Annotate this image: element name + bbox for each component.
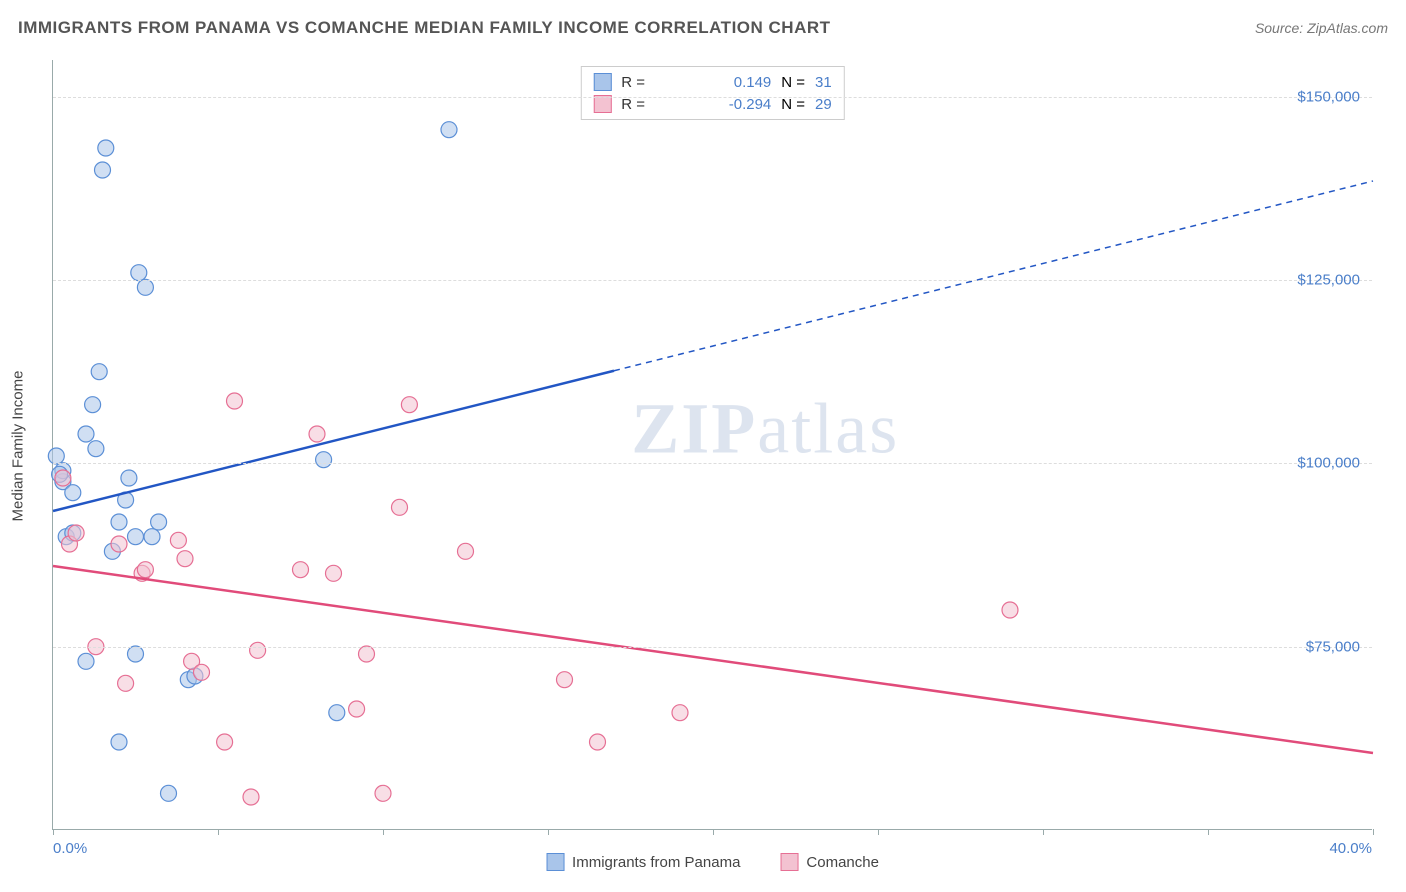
data-point (68, 525, 84, 541)
data-point (329, 705, 345, 721)
x-tick (218, 829, 219, 835)
legend-r-value-0: 0.149 (721, 74, 771, 91)
x-min-label: 0.0% (53, 840, 87, 857)
data-point (672, 705, 688, 721)
legend-n-label-1: N = (781, 96, 805, 113)
legend-swatch-0 (593, 73, 611, 91)
trend-line-dashed (614, 181, 1373, 371)
x-tick (1373, 829, 1374, 835)
legend-r-label-1: R = (621, 96, 711, 113)
data-point (250, 642, 266, 658)
data-point (111, 734, 127, 750)
data-point (55, 470, 71, 486)
data-point (78, 653, 94, 669)
data-point (131, 265, 147, 281)
data-point (161, 785, 177, 801)
x-tick (1208, 829, 1209, 835)
legend-swatch-1 (593, 95, 611, 113)
data-point (137, 562, 153, 578)
data-point (65, 485, 81, 501)
x-tick (713, 829, 714, 835)
data-point (88, 441, 104, 457)
y-tick-label: $75,000 (1306, 638, 1360, 655)
y-tick-label: $125,000 (1297, 272, 1360, 289)
series-legend: Immigrants from Panama Comanche (546, 853, 879, 871)
data-point (128, 529, 144, 545)
x-tick (548, 829, 549, 835)
x-tick (383, 829, 384, 835)
legend-n-label-0: N = (781, 74, 805, 91)
data-point (121, 470, 137, 486)
legend-bottom-swatch-1 (780, 853, 798, 871)
data-point (316, 452, 332, 468)
data-point (590, 734, 606, 750)
legend-n-value-1: 29 (815, 96, 832, 113)
data-point (349, 701, 365, 717)
legend-r-value-1: -0.294 (721, 96, 771, 113)
gridline-h (53, 97, 1372, 98)
data-point (375, 785, 391, 801)
data-point (194, 664, 210, 680)
data-point (441, 122, 457, 138)
legend-bottom-label-0: Immigrants from Panama (572, 854, 740, 871)
y-tick-label: $100,000 (1297, 455, 1360, 472)
legend-bottom-swatch-0 (546, 853, 564, 871)
data-point (170, 532, 186, 548)
gridline-h (53, 463, 1372, 464)
legend-row-series-0: R = 0.149 N = 31 (593, 71, 831, 93)
data-point (557, 672, 573, 688)
data-point (177, 551, 193, 567)
x-max-label: 40.0% (1329, 840, 1372, 857)
gridline-h (53, 280, 1372, 281)
data-point (91, 364, 107, 380)
data-point (326, 565, 342, 581)
legend-item-0: Immigrants from Panama (546, 853, 740, 871)
trend-line-solid (53, 566, 1373, 753)
data-point (227, 393, 243, 409)
data-point (151, 514, 167, 530)
legend-bottom-label-1: Comanche (806, 854, 879, 871)
x-tick (1043, 829, 1044, 835)
title-bar: IMMIGRANTS FROM PANAMA VS COMANCHE MEDIA… (18, 18, 1388, 38)
correlation-legend: R = 0.149 N = 31 R = -0.294 N = 29 (580, 66, 844, 120)
data-point (137, 279, 153, 295)
data-point (111, 514, 127, 530)
y-tick-label: $150,000 (1297, 88, 1360, 105)
chart-container: IMMIGRANTS FROM PANAMA VS COMANCHE MEDIA… (0, 0, 1406, 892)
data-point (98, 140, 114, 156)
gridline-h (53, 647, 1372, 648)
data-point (309, 426, 325, 442)
data-point (48, 448, 64, 464)
x-tick (878, 829, 879, 835)
data-point (392, 499, 408, 515)
plot-svg (53, 60, 1372, 829)
data-point (118, 675, 134, 691)
legend-item-1: Comanche (780, 853, 879, 871)
data-point (217, 734, 233, 750)
data-point (144, 529, 160, 545)
data-point (95, 162, 111, 178)
data-point (1002, 602, 1018, 618)
legend-n-value-0: 31 (815, 74, 832, 91)
data-point (243, 789, 259, 805)
x-tick (53, 829, 54, 835)
trend-line-solid (53, 371, 614, 511)
plot-area: ZIPatlas R = 0.149 N = 31 R = -0.294 N =… (52, 60, 1372, 830)
data-point (111, 536, 127, 552)
legend-r-label-0: R = (621, 74, 711, 91)
data-point (293, 562, 309, 578)
data-point (401, 397, 417, 413)
data-point (128, 646, 144, 662)
y-axis-label: Median Family Income (10, 371, 27, 522)
chart-title: IMMIGRANTS FROM PANAMA VS COMANCHE MEDIA… (18, 18, 831, 38)
data-point (458, 543, 474, 559)
data-point (85, 397, 101, 413)
data-point (78, 426, 94, 442)
source-attribution: Source: ZipAtlas.com (1255, 20, 1388, 36)
data-point (359, 646, 375, 662)
